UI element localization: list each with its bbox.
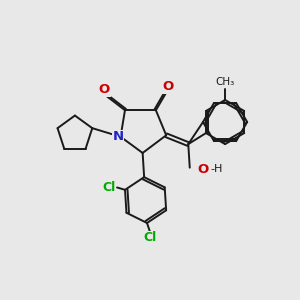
Text: Cl: Cl	[102, 181, 116, 194]
Text: O: O	[162, 80, 173, 93]
Text: Cl: Cl	[143, 231, 157, 244]
Text: O: O	[197, 163, 208, 176]
Text: CH₃: CH₃	[215, 77, 235, 87]
Text: -H: -H	[211, 164, 223, 174]
Text: N: N	[112, 130, 124, 143]
Text: O: O	[99, 83, 110, 96]
